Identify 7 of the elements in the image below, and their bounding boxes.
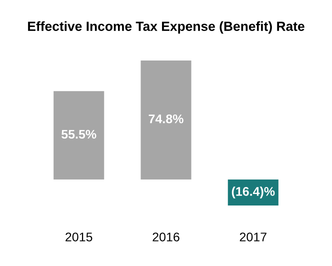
x-tick-label: 2015 <box>66 232 92 242</box>
x-tick-label: 2016 <box>152 232 180 242</box>
data-label: 55.5% <box>62 130 96 139</box>
data-label: 74.8% <box>148 114 184 124</box>
chart-title: Effective Income Tax Expense (Benefit) Rate <box>28 21 304 34</box>
x-tick-label: 2017 <box>240 232 266 242</box>
data-label: (16.4)% <box>232 186 275 198</box>
